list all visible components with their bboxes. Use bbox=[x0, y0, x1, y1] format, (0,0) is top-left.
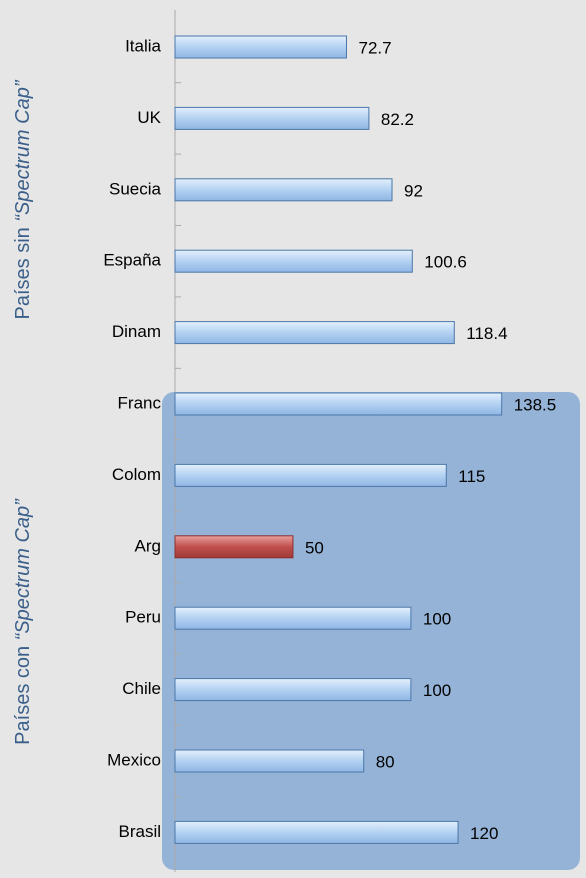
data-label: 138.5 bbox=[514, 395, 557, 414]
group-label: Países sin “Spectrum Cap” bbox=[12, 79, 34, 319]
bar bbox=[174, 463, 447, 487]
data-label: 120 bbox=[470, 824, 498, 843]
group-box bbox=[162, 392, 580, 870]
bar bbox=[174, 678, 412, 702]
data-label: 100 bbox=[423, 681, 451, 700]
group-text: Países con bbox=[12, 640, 34, 745]
y-tick-label: UK bbox=[137, 108, 161, 127]
bar bbox=[174, 820, 459, 844]
data-label: 118.4 bbox=[466, 324, 507, 343]
y-tick-label: Dinam bbox=[112, 322, 161, 341]
group-text-italic: “Spectrum Cap” bbox=[12, 498, 34, 640]
y-tick-label: Franc bbox=[118, 393, 162, 412]
y-tick-label: España bbox=[103, 251, 161, 270]
data-label: 72.7 bbox=[358, 38, 391, 57]
bar bbox=[174, 178, 393, 202]
data-label: 50 bbox=[305, 538, 324, 557]
data-label: 100.6 bbox=[424, 253, 467, 272]
bar bbox=[174, 35, 347, 59]
bar bbox=[174, 249, 413, 273]
bar bbox=[174, 606, 412, 630]
data-label: 115 bbox=[458, 467, 485, 486]
bar bbox=[174, 106, 370, 130]
data-label: 92 bbox=[404, 181, 423, 200]
y-tick-label: Mexico bbox=[107, 750, 161, 769]
y-tick-label: Peru bbox=[125, 608, 161, 627]
y-tick-label: Chile bbox=[122, 679, 161, 698]
group-text: Países sin bbox=[12, 222, 34, 320]
data-label: 100 bbox=[423, 610, 451, 629]
data-label: 80 bbox=[376, 752, 395, 771]
y-tick-label: Colom bbox=[112, 465, 161, 484]
bar bbox=[174, 321, 455, 345]
data-label: 82.2 bbox=[381, 110, 414, 129]
bar bbox=[174, 749, 365, 773]
bar bbox=[174, 535, 294, 559]
y-tick-label: Italia bbox=[125, 36, 161, 55]
group-label: Países con “Spectrum Cap” bbox=[12, 498, 34, 745]
group-text-italic: “Spectrum Cap” bbox=[12, 79, 34, 221]
y-tick-label: Arg bbox=[135, 536, 161, 555]
y-tick-label: Brasil bbox=[118, 822, 161, 841]
y-tick-label: Suecia bbox=[109, 179, 162, 198]
bar bbox=[174, 392, 503, 416]
